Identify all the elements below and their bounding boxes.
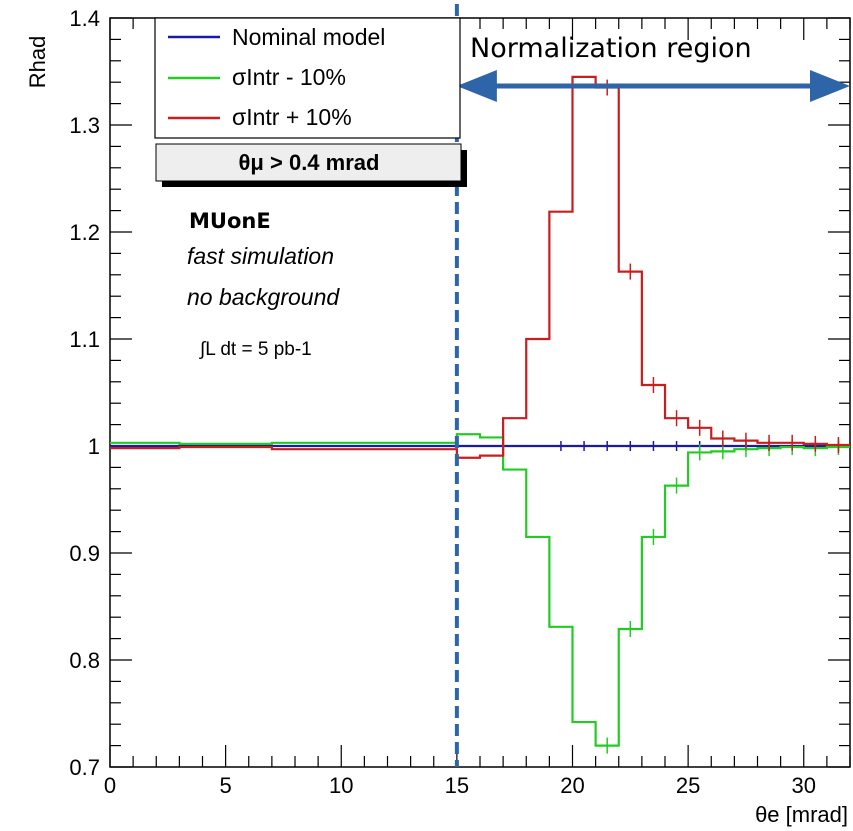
luminosity-label: ∫L dt = 5 pb-1	[199, 339, 312, 360]
annotation-line-1: fast simulation	[187, 243, 334, 269]
y-tick-label: 1.1	[69, 327, 100, 352]
normalization-arrow	[456, 70, 850, 102]
x-tick-label: 25	[676, 773, 700, 798]
y-tick-label: 1.4	[69, 6, 100, 31]
x-tick-label: 20	[560, 773, 584, 798]
x-tick-label: 15	[445, 773, 469, 798]
x-tick-label: 5	[220, 773, 232, 798]
y-tick-label: 0.9	[69, 541, 100, 566]
y-tick-label: 1.3	[69, 113, 100, 138]
y-tick-label: 0.7	[69, 755, 100, 780]
legend-entry-minus: σIntr - 10%	[232, 64, 346, 90]
cut-label-text: θμ > 0.4 mrad	[239, 150, 380, 175]
x-tick-label: 10	[329, 773, 353, 798]
x-tick-label: 30	[792, 773, 816, 798]
series-line-1	[110, 433, 850, 747]
arrow-head-left	[456, 70, 497, 102]
y-axis: 0.7 0.8 0.9 1 1.1 1.2 1.3 1.4	[69, 6, 850, 780]
arrow-head-right	[810, 70, 850, 102]
normalization-region-label: Normalization region	[470, 33, 752, 64]
y-tick-label: 1	[88, 434, 100, 459]
y-axis-title: Rhad	[25, 36, 50, 89]
y-tick-label: 0.8	[69, 648, 100, 673]
y-tick-label: 1.2	[69, 220, 100, 245]
annotation-line-2: no background	[187, 284, 340, 310]
x-tick-label: 0	[104, 773, 116, 798]
legend: Nominal model σIntr - 10% σIntr + 10%	[154, 17, 461, 139]
legend-entry-plus: σIntr + 10%	[232, 104, 352, 130]
cut-label-box: θμ > 0.4 mrad	[155, 143, 467, 187]
x-axis-title: θe [mrad]	[755, 802, 848, 827]
cut-label-bg	[155, 143, 462, 182]
experiment-label: MUonE	[189, 209, 271, 233]
legend-entry-nominal: Nominal model	[232, 24, 385, 50]
